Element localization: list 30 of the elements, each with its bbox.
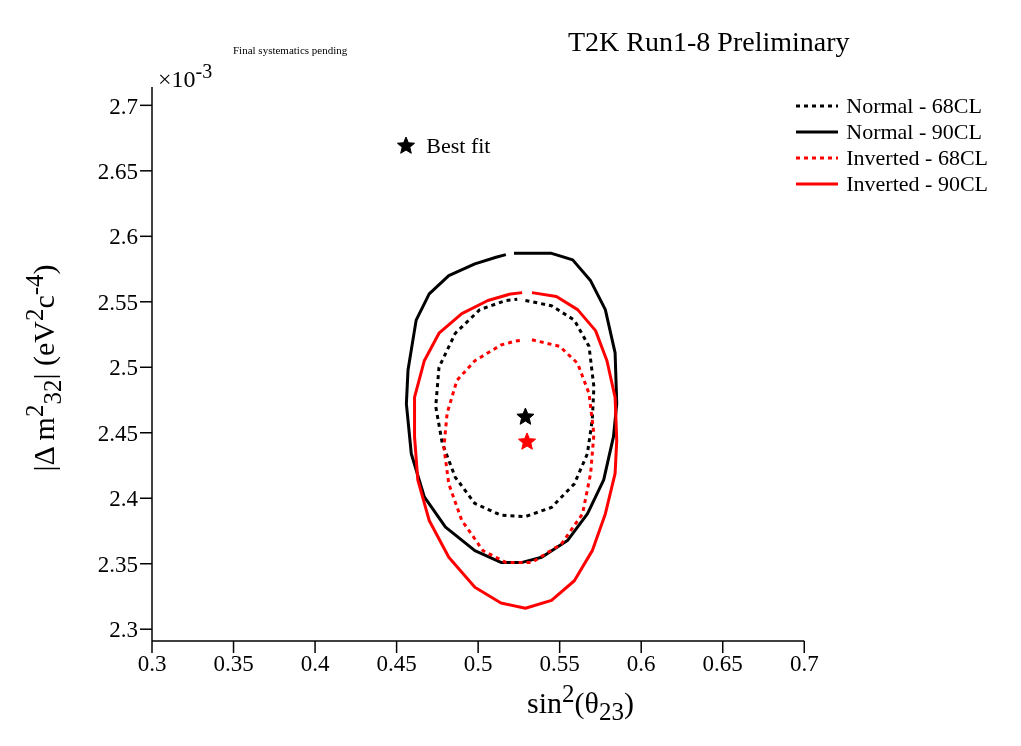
line-series [413,291,619,610]
legend-label: Best fit [426,133,491,159]
y-tick-label: 2.6 [109,224,138,250]
y-tick-label: 2.35 [97,551,138,577]
x-tick-label: 0.5 [463,651,493,677]
line-series [434,297,596,519]
y-tick-label: 2.7 [109,93,138,119]
y-tick-label: 2.65 [97,158,138,184]
legend-label: Normal - 68CL [846,93,982,119]
legend-label: Inverted - 90CL [846,171,988,197]
y-tick-label: 2.4 [109,486,139,512]
chart-title: T2K Run1-8 Preliminary [568,26,850,58]
x-tick-label: 0.65 [702,651,743,677]
x-tick-label: 0.6 [626,651,656,677]
y-tick-label: 2.55 [97,289,138,315]
y-tick-label: 2.45 [97,420,138,446]
text: Final systematics pending [233,44,348,56]
legend-label: Normal - 90CL [846,119,982,145]
x-tick-label: 0.4 [300,651,330,677]
line-series [442,338,596,564]
annotation: ×10$^{-3}$ [158,60,213,93]
x-axis-title: sin$^{2}$(θ$_{23}$) [526,680,635,726]
legend-label: Inverted - 68CL [846,145,988,171]
x-tick-label: 0.45 [376,651,417,677]
x-tick-label: 0.55 [539,651,580,677]
x-tick-label: 0.35 [213,651,254,677]
x-tick-label: 0.7 [789,651,819,677]
y-tick-label: 2.3 [109,617,138,643]
y-tick-label: 2.5 [109,355,138,381]
x-tick-label: 0.3 [137,651,167,677]
